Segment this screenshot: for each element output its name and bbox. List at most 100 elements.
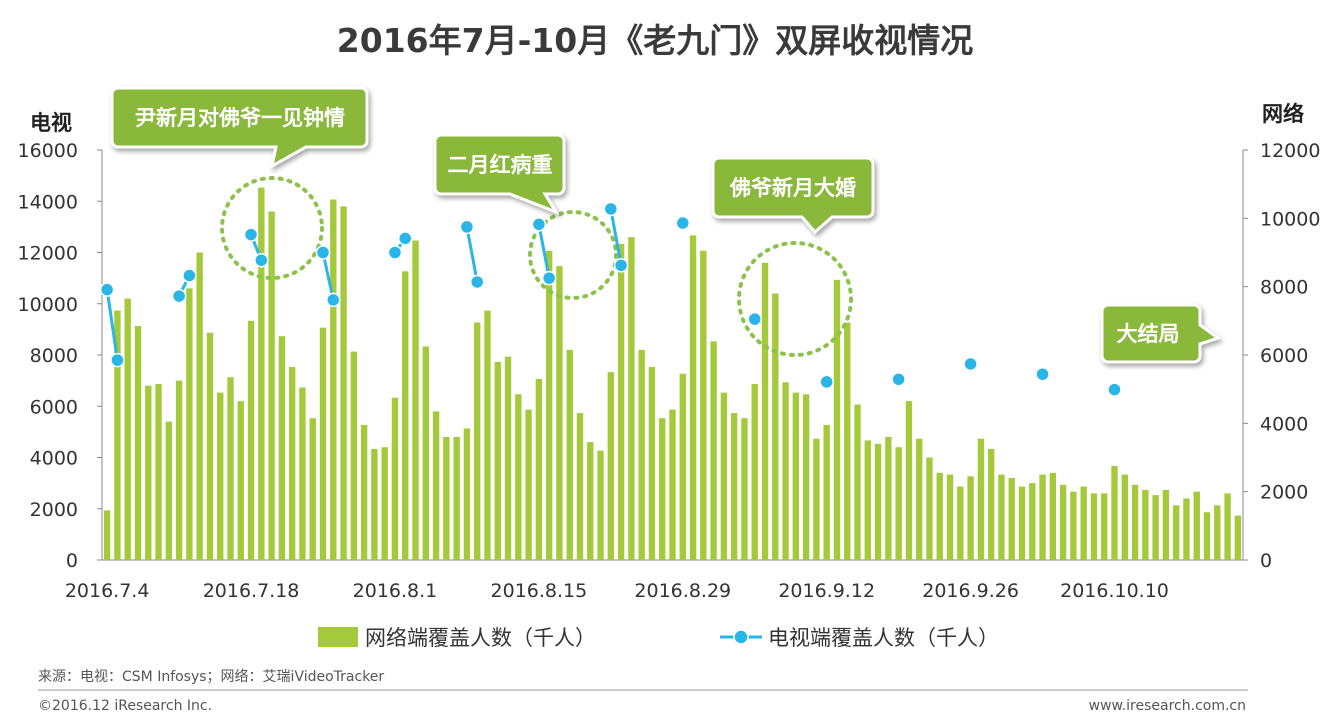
line-point [541, 270, 557, 286]
bar [1214, 505, 1221, 560]
bar [587, 442, 594, 560]
left-tick-label: 2000 [30, 499, 78, 521]
bar [946, 474, 954, 560]
bar [957, 486, 964, 560]
line-segment [537, 224, 551, 279]
bar [124, 298, 131, 560]
right-tick-label: 6000 [1260, 345, 1308, 367]
right-axis-ticks: 0 2000 4000 6000 8000 10000 12000 [1243, 140, 1320, 572]
left-tick-label: 8000 [30, 345, 78, 367]
left-tick-label: 4000 [30, 448, 78, 470]
bar [1018, 486, 1026, 560]
bar [227, 377, 234, 560]
left-axis-title: 电视 [30, 111, 72, 135]
bar [864, 440, 871, 560]
bar [720, 392, 728, 560]
x-tick-label: 2016.8.29 [634, 580, 731, 602]
line-point [819, 374, 834, 390]
bar [833, 279, 841, 560]
bar [998, 474, 1005, 560]
bar [1131, 484, 1139, 560]
callout-4 [1100, 303, 1222, 364]
legend: 网络端覆盖人数（千人） 电视端覆盖人数（千人） [318, 626, 999, 650]
bar [145, 385, 152, 560]
right-tick-label: 10000 [1260, 208, 1320, 230]
bar [391, 397, 399, 560]
bar [926, 457, 933, 560]
bar [1039, 474, 1046, 560]
bar [422, 346, 429, 560]
line-point [243, 227, 259, 242]
legend-line-label: 电视端覆盖人数（千人） [768, 626, 999, 650]
callout-1-text: 尹新月对佛爷一见钟情 [135, 106, 345, 130]
bar [782, 382, 789, 560]
bar [772, 293, 779, 560]
bar [1029, 483, 1036, 560]
line-point [963, 356, 978, 372]
x-tick-label: 2016.9.12 [778, 580, 875, 602]
bar [1152, 495, 1159, 560]
bar [761, 262, 769, 560]
bar [1203, 512, 1211, 560]
bar [628, 237, 635, 560]
bar [987, 448, 995, 560]
bar [648, 366, 656, 560]
left-tick-label: 6000 [30, 396, 78, 418]
bar [1193, 491, 1200, 560]
bar [1090, 493, 1098, 560]
line-point [613, 258, 629, 273]
line-point [675, 215, 691, 231]
x-tick-label: 2016.9.26 [922, 580, 1019, 602]
x-tick-label: 2016.8.15 [491, 580, 588, 602]
right-tick-label: 12000 [1260, 140, 1320, 162]
bar [186, 288, 193, 560]
bar [206, 332, 214, 560]
bar [916, 438, 923, 560]
bar [679, 373, 686, 560]
legend-bar-label: 网络端覆盖人数（千人） [365, 626, 596, 650]
line-point [99, 282, 115, 297]
bar [175, 380, 183, 560]
line-point [387, 245, 403, 260]
bar [453, 437, 460, 560]
bar [494, 361, 501, 560]
bar [700, 250, 707, 560]
bar [977, 438, 985, 560]
bar [165, 421, 173, 560]
callout-3-text: 佛爷新月大婚 [729, 176, 856, 200]
line-segment [465, 226, 479, 283]
bar [535, 378, 543, 560]
bar [823, 425, 830, 560]
bar [443, 437, 450, 560]
bar [844, 322, 851, 560]
bar [432, 411, 440, 560]
bar [412, 240, 419, 560]
line-series [99, 201, 1194, 397]
bar [155, 384, 162, 560]
line-point [891, 372, 906, 387]
bar [402, 271, 409, 560]
bar [597, 450, 604, 560]
line-segment [321, 252, 335, 301]
callout-2-text: 二月红病重 [448, 153, 553, 177]
bar [741, 418, 748, 560]
highlight-circle [737, 241, 853, 357]
callout-shape [433, 133, 566, 216]
bar [895, 447, 902, 560]
bar [792, 392, 800, 560]
left-axis-ticks: 0 2000 4000 6000 8000 10000 12000 14000 16000 [18, 140, 102, 572]
bar [217, 392, 224, 560]
callout-shape [711, 156, 875, 235]
bar [484, 310, 491, 560]
x-axis-ticks: 2016.7.4 2016.7.18 2016.8.1 2016.8.15 2016.8… [65, 580, 1169, 602]
line-point [110, 352, 125, 368]
bar [288, 366, 296, 560]
bar [576, 413, 584, 560]
line-point [182, 268, 197, 283]
bar [854, 404, 861, 560]
source-note: 来源：电视：CSM Infosys；网络：艾瑞iVideoTracker [38, 669, 384, 685]
bar [607, 372, 615, 560]
bar [617, 243, 625, 561]
right-axis-title: 网络 [1262, 102, 1304, 126]
bar [350, 351, 358, 560]
